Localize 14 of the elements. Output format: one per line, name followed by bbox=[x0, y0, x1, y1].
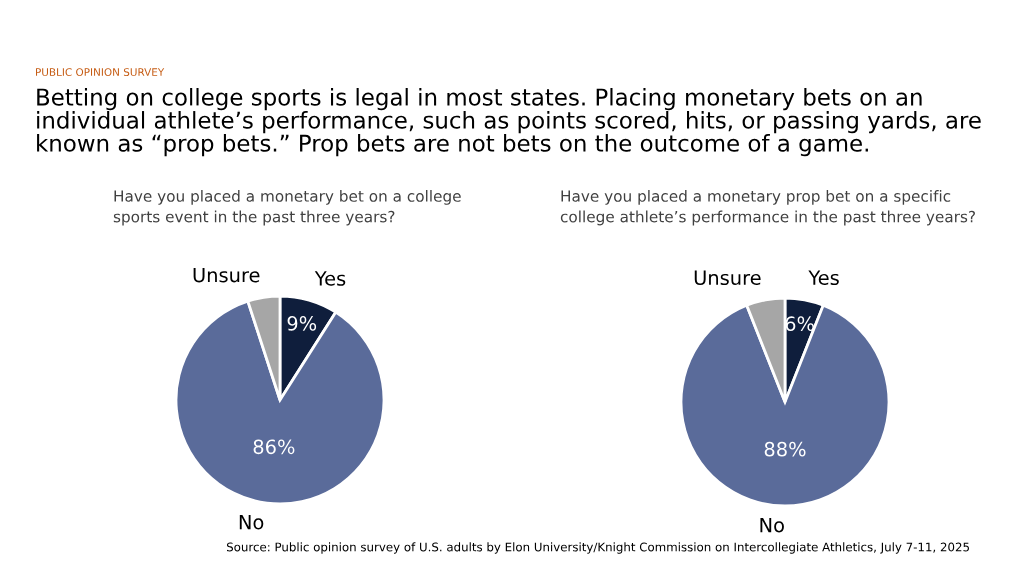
chart-title: Have you placed a monetary prop bet on a specific college athlete’s performance in the past three years? bbox=[560, 190, 975, 226]
source-note: Source: Public opinion survey of U.S. adults by Elon University/Knight Commission on Intercollegiate Athletics, July 7-11, 2025 bbox=[226, 542, 969, 554]
chart-title: Have you placed a monetary bet on a college sports event in the past three years? bbox=[113, 190, 461, 226]
slice-label: Yes bbox=[314, 271, 346, 286]
slice-label: Yes bbox=[808, 270, 839, 286]
text: PUBLIC OPINION SURVEY bbox=[36, 68, 165, 77]
slice-label: Unsure bbox=[694, 270, 761, 286]
slice-label: No bbox=[760, 517, 784, 533]
slice-label: No bbox=[239, 515, 264, 530]
text: Betting on college sports is legal in most states. Placing monetary bets on an individual athlete’s performance, such as points scored, hits, or passing yards, are known as “prop bets.” Prop bets are not bets on the outcome of a game. bbox=[37, 88, 981, 157]
data-label: 9% bbox=[287, 316, 317, 331]
data-label: 88% bbox=[764, 441, 806, 457]
slice-label: Unsure bbox=[193, 267, 260, 283]
data-label: 86% bbox=[253, 439, 295, 455]
